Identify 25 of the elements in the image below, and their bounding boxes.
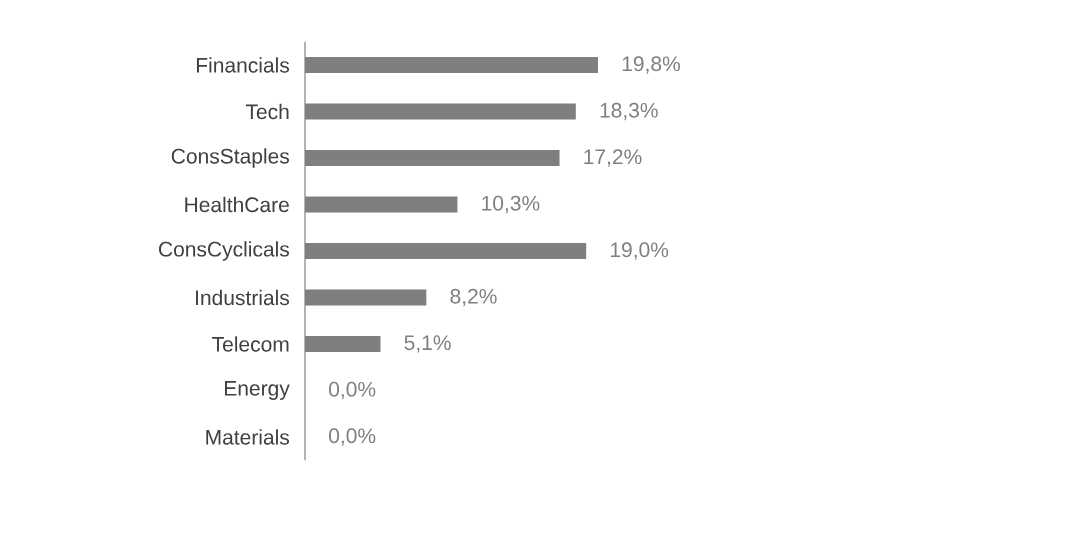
y-tick-label: Materials — [206, 429, 290, 445]
data-label: 5,1% — [404, 335, 451, 353]
data-label: 10,3% — [482, 195, 540, 214]
y-tick-label: Tech — [245, 103, 289, 120]
bar — [305, 196, 458, 213]
bar — [305, 149, 560, 166]
bar — [305, 289, 427, 306]
data-label: 0,0% — [329, 428, 376, 446]
data-label: 19,0% — [610, 242, 669, 260]
y-tick-label: Industrials — [196, 289, 290, 306]
bar — [305, 103, 576, 120]
y-tick-label: HealthCare — [185, 196, 289, 213]
data-label: 17,2% — [584, 149, 642, 167]
y-tick-label: Energy — [224, 381, 290, 400]
data-label: 18,3% — [600, 102, 658, 121]
y-tick-label: Telecom — [212, 336, 289, 352]
data-label: 0,0% — [329, 381, 376, 400]
data-label: 19,8% — [622, 56, 680, 74]
y-tick-label: ConsStaples — [171, 148, 290, 168]
y-tick-label: Financials — [196, 57, 290, 73]
bar — [305, 335, 381, 352]
bar — [305, 242, 587, 259]
data-label: 8,2% — [450, 288, 497, 307]
y-tick-label: ConsCyclicals — [159, 241, 290, 261]
bar — [305, 56, 598, 73]
